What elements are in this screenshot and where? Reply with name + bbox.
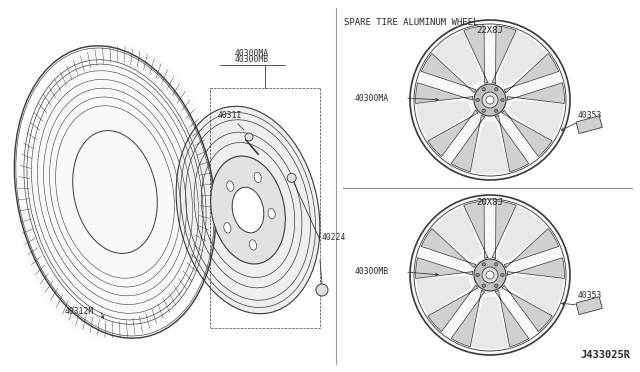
Polygon shape: [509, 101, 564, 141]
Circle shape: [500, 273, 504, 277]
Text: 40353: 40353: [578, 291, 602, 299]
Ellipse shape: [232, 187, 264, 233]
Polygon shape: [428, 110, 478, 157]
Circle shape: [245, 133, 253, 141]
Text: J433025R: J433025R: [580, 350, 630, 360]
Circle shape: [495, 284, 498, 288]
Polygon shape: [451, 291, 484, 347]
Circle shape: [476, 273, 479, 277]
Polygon shape: [504, 228, 559, 267]
Polygon shape: [433, 31, 482, 86]
Circle shape: [500, 98, 504, 102]
Circle shape: [482, 109, 486, 112]
Text: 40300MB: 40300MB: [355, 267, 389, 276]
Polygon shape: [495, 291, 529, 347]
Polygon shape: [508, 258, 564, 278]
Circle shape: [476, 98, 479, 102]
Polygon shape: [504, 54, 559, 93]
Polygon shape: [502, 110, 552, 157]
Ellipse shape: [250, 240, 257, 250]
Text: SPARE TIRE ALUMINUM WHEEL: SPARE TIRE ALUMINUM WHEEL: [344, 18, 478, 27]
Polygon shape: [451, 115, 484, 172]
Ellipse shape: [211, 156, 285, 264]
Circle shape: [287, 173, 296, 182]
Text: 20X8J: 20X8J: [477, 198, 504, 207]
Polygon shape: [417, 101, 471, 141]
Polygon shape: [415, 258, 473, 278]
Polygon shape: [508, 83, 564, 103]
Text: 40300MB: 40300MB: [235, 55, 269, 64]
Circle shape: [495, 263, 498, 266]
Circle shape: [482, 263, 486, 266]
Polygon shape: [470, 122, 509, 174]
Polygon shape: [498, 206, 547, 261]
Circle shape: [482, 267, 498, 283]
Circle shape: [474, 84, 506, 116]
Polygon shape: [421, 228, 476, 267]
Circle shape: [486, 96, 494, 104]
Polygon shape: [498, 31, 547, 86]
Polygon shape: [415, 83, 473, 103]
Polygon shape: [470, 296, 509, 349]
Text: 40300MA: 40300MA: [355, 93, 389, 103]
Text: 22X8J: 22X8J: [477, 26, 504, 35]
Polygon shape: [428, 285, 478, 331]
Polygon shape: [433, 206, 482, 261]
Polygon shape: [495, 115, 529, 172]
Polygon shape: [421, 54, 476, 93]
Circle shape: [486, 271, 494, 279]
Circle shape: [482, 92, 498, 108]
Bar: [576, 297, 602, 315]
Circle shape: [474, 259, 506, 291]
Polygon shape: [509, 276, 564, 315]
Polygon shape: [502, 285, 552, 331]
Text: 4031I: 4031I: [218, 111, 242, 120]
Bar: [576, 116, 602, 134]
Polygon shape: [492, 201, 516, 258]
Circle shape: [495, 87, 498, 91]
Ellipse shape: [227, 181, 234, 191]
Circle shape: [316, 284, 328, 296]
Text: 40353: 40353: [578, 110, 602, 119]
Polygon shape: [464, 26, 488, 83]
Ellipse shape: [224, 223, 231, 233]
Ellipse shape: [254, 172, 261, 183]
Polygon shape: [464, 201, 488, 258]
Text: 40300MA: 40300MA: [235, 49, 269, 58]
Circle shape: [410, 195, 570, 355]
Text: 40312M: 40312M: [65, 308, 94, 317]
Text: 40224: 40224: [322, 232, 346, 241]
Polygon shape: [417, 276, 471, 315]
Circle shape: [495, 109, 498, 112]
Circle shape: [410, 20, 570, 180]
Polygon shape: [17, 44, 213, 340]
Ellipse shape: [176, 106, 320, 314]
Circle shape: [482, 87, 486, 91]
Polygon shape: [492, 26, 516, 83]
Ellipse shape: [268, 209, 275, 219]
Circle shape: [482, 284, 486, 288]
